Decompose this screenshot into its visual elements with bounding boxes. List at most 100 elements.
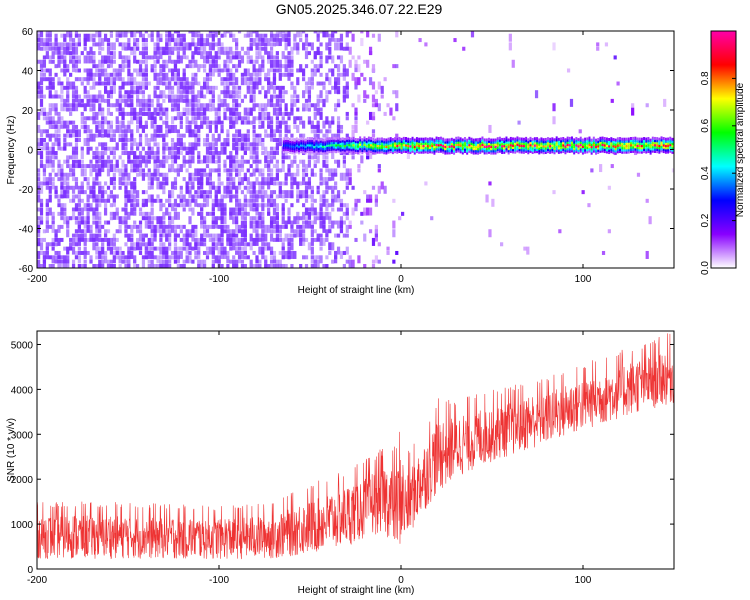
- heatmap-cell: [422, 137, 425, 141]
- heatmap-cell: [418, 150, 421, 154]
- heatmap-cell: [74, 255, 79, 260]
- heatmap-cell: [66, 172, 70, 181]
- heatmap-cell: [304, 144, 307, 148]
- heatmap-cell: [159, 233, 163, 238]
- heatmap-cell: [217, 133, 221, 142]
- heatmap-cell: [324, 149, 327, 153]
- heatmap-cell: [229, 159, 233, 168]
- heatmap-cell: [483, 144, 486, 148]
- heatmap-cell: [191, 42, 195, 47]
- heatmap-cell: [112, 51, 116, 60]
- heatmap-cell: [396, 137, 399, 141]
- heatmap-cell: [395, 133, 399, 138]
- snr-x-tick-label: -200: [27, 575, 47, 586]
- heatmap-cell: [243, 159, 247, 164]
- heatmap-cell: [168, 198, 172, 203]
- heatmap-cell: [348, 220, 352, 225]
- heatmap-cell: [402, 147, 405, 151]
- heatmap-cell: [156, 224, 160, 233]
- heatmap-cell: [202, 137, 207, 142]
- heatmap-cell: [124, 98, 128, 107]
- heatmap-cell: [308, 150, 311, 154]
- heatmap-cell: [331, 85, 335, 90]
- heatmap-cell: [121, 94, 125, 99]
- heatmap-cell: [621, 142, 624, 146]
- heatmap-cell: [136, 31, 140, 34]
- heatmap-cell: [235, 203, 239, 212]
- heatmap-cell: [95, 224, 99, 233]
- heatmap-cell: [60, 172, 64, 181]
- heatmap-cell: [325, 164, 329, 169]
- heatmap-cell: [328, 145, 331, 149]
- heatmap-cell: [339, 172, 344, 181]
- heatmap-cell: [60, 181, 64, 190]
- heatmap-cell: [60, 81, 64, 86]
- heatmap-cell: [92, 207, 96, 216]
- heatmap-cell: [37, 81, 41, 90]
- heatmap-cell: [255, 137, 259, 142]
- heatmap-cell: [371, 64, 376, 73]
- heatmap-cell: [525, 136, 528, 140]
- heatmap-cell: [115, 98, 119, 107]
- heatmap-cell: [313, 68, 317, 77]
- heatmap-cell: [54, 151, 58, 156]
- heatmap-cell: [112, 185, 116, 190]
- heatmap-cell: [470, 139, 473, 143]
- heatmap-cell: [267, 68, 271, 77]
- heatmap-cell: [307, 207, 312, 212]
- heatmap-cell: [176, 129, 180, 134]
- heatmap-cell: [291, 149, 294, 153]
- heatmap-cell: [621, 137, 624, 141]
- heatmap-cell: [255, 190, 259, 199]
- heatmap-cell: [341, 143, 344, 147]
- heatmap-cell: [437, 150, 440, 154]
- heatmap-cell: [39, 31, 44, 38]
- heatmap-cell: [83, 137, 87, 146]
- heatmap-cell: [77, 159, 81, 168]
- heatmap-cell: [304, 81, 309, 86]
- heatmap-cell: [229, 124, 233, 129]
- heatmap-cell: [45, 46, 49, 51]
- heatmap-cell: [514, 148, 517, 152]
- heatmap-cell: [252, 155, 256, 160]
- spectrogram-x-tick-label: -200: [27, 274, 47, 285]
- heatmap-cell: [553, 146, 556, 150]
- heatmap-cell: [339, 220, 344, 229]
- heatmap-cell: [197, 111, 201, 120]
- heatmap-cell: [621, 150, 624, 154]
- heatmap-cell: [275, 55, 279, 60]
- heatmap-cell: [208, 190, 213, 195]
- heatmap-cell: [182, 259, 186, 264]
- heatmap-cell: [232, 98, 236, 103]
- heatmap-cell: [354, 77, 358, 86]
- heatmap-cell: [669, 145, 672, 149]
- heatmap-cell: [39, 237, 44, 242]
- heatmap-cell: [156, 85, 160, 90]
- heatmap-cell: [374, 149, 377, 153]
- heatmap-cell: [71, 98, 76, 107]
- heatmap-cell: [660, 149, 663, 153]
- heatmap-cell: [168, 255, 172, 260]
- heatmap-cell: [220, 211, 224, 220]
- heatmap-cell: [453, 143, 456, 147]
- heatmap-cell: [138, 81, 143, 90]
- heatmap-cell: [492, 142, 495, 146]
- heatmap-cell: [625, 139, 628, 143]
- heatmap-cell: [106, 38, 111, 43]
- heatmap-cell: [367, 138, 370, 142]
- heatmap-cell: [200, 51, 204, 60]
- heatmap-cell: [643, 139, 646, 143]
- heatmap-cell: [39, 151, 44, 160]
- heatmap-cell: [623, 139, 626, 143]
- heatmap-cell: [562, 136, 565, 140]
- heatmap-cell: [387, 150, 390, 154]
- heatmap-cell: [200, 211, 204, 220]
- heatmap-cell: [485, 149, 488, 153]
- heatmap-cell: [237, 198, 242, 207]
- heatmap-cell: [165, 85, 169, 90]
- heatmap-cell: [136, 116, 140, 125]
- heatmap-cell: [176, 224, 180, 229]
- heatmap-cell: [69, 133, 73, 138]
- heatmap-cell: [278, 264, 282, 268]
- heatmap-cell: [194, 194, 198, 199]
